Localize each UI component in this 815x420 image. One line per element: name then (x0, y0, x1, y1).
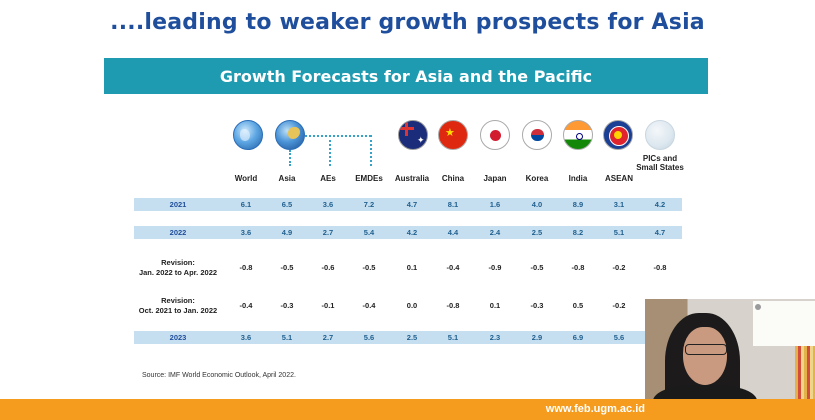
table-cell: 3.6 (322, 200, 334, 209)
table-cell: -0.8 (653, 263, 667, 272)
table-cell: -0.3 (530, 301, 544, 310)
table-cell: 2.7 (322, 228, 334, 237)
table-cell: 4.0 (531, 200, 543, 209)
table-cell: 0.1 (489, 301, 501, 310)
flag-korea-icon (522, 120, 552, 150)
connector-line (305, 135, 371, 137)
column-label-china: China (441, 174, 465, 183)
column-label-aes: AEs (320, 174, 336, 183)
table-cell: -0.9 (488, 263, 502, 272)
column-label-asia: Asia (278, 174, 296, 183)
table-row-highlight (222, 198, 682, 211)
column-label-japan: Japan (483, 174, 507, 183)
table-cell: 7.2 (363, 200, 375, 209)
table-cell: 6.1 (240, 200, 252, 209)
table-cell: 5.1 (447, 333, 459, 342)
table-cell: -0.4 (362, 301, 376, 310)
table-row-label-cell (134, 331, 222, 344)
table-cell: 0.0 (406, 301, 418, 310)
column-label-emdes: EMDEs (355, 174, 383, 183)
table-cell: 5.4 (363, 228, 375, 237)
globe-asia-icon (275, 120, 305, 150)
table-cell: 8.2 (572, 228, 584, 237)
row-label-2021: 2021 (169, 200, 187, 209)
table-cell: 4.2 (406, 228, 418, 237)
table-cell: 0.5 (572, 301, 584, 310)
table-cell: 6.9 (572, 333, 584, 342)
table-cell: -0.5 (362, 263, 376, 272)
row-label-revision-jan-apr-line2: Jan. 2022 to Apr. 2022 (138, 268, 218, 277)
connector-line (289, 150, 291, 166)
flag-japan-icon (480, 120, 510, 150)
table-cell: -0.8 (239, 263, 253, 272)
column-label-korea: Korea (525, 174, 549, 183)
row-label-revision-jan-apr-line1: Revision: (161, 258, 195, 267)
table-cell: 4.7 (654, 228, 666, 237)
table-cell: 5.1 (281, 333, 293, 342)
table-cell: -0.2 (612, 301, 626, 310)
presenter-glasses (685, 344, 727, 355)
column-label-australia: Australia (394, 174, 430, 183)
table-cell: -0.1 (321, 301, 335, 310)
flag-china-icon: ★ (438, 120, 468, 150)
row-label-revision-oct-jan-line2: Oct. 2021 to Jan. 2022 (138, 306, 218, 315)
table-row-label-cell (134, 198, 222, 211)
table-cell: 2.5 (406, 333, 418, 342)
table-cell: 2.5 (531, 228, 543, 237)
column-label-world: World (234, 174, 258, 183)
table-cell: -0.5 (530, 263, 544, 272)
table-cell: 8.1 (447, 200, 459, 209)
table-cell: 4.7 (406, 200, 418, 209)
slide-headline: ....leading to weaker growth prospects f… (110, 10, 705, 35)
table-cell: 2.3 (489, 333, 501, 342)
table-cell: -0.5 (280, 263, 294, 272)
table-cell: 2.7 (322, 333, 334, 342)
presenter-face (683, 327, 727, 385)
table-cell: 4.4 (447, 228, 459, 237)
wall-poster (753, 301, 815, 346)
table-cell: 0.1 (406, 263, 418, 272)
column-label-india: India (568, 174, 588, 183)
table-cell: 5.1 (613, 228, 625, 237)
table-cell: 3.6 (240, 333, 252, 342)
table-row-highlight (222, 331, 682, 344)
table-cell: 2.9 (531, 333, 543, 342)
column-label-asean: ASEAN (604, 174, 633, 183)
table-cell: -0.2 (612, 263, 626, 272)
table-title-banner: Growth Forecasts for Asia and the Pacifi… (104, 58, 708, 94)
column-label-pics: PICs and Small States (636, 154, 684, 172)
table-cell: 6.5 (281, 200, 293, 209)
globe-pics-icon (645, 120, 675, 150)
footer-url: www.feb.ugm.ac.id (545, 403, 645, 415)
table-cell: -0.4 (446, 263, 460, 272)
table-cell: 4.9 (281, 228, 293, 237)
table-cell: 3.6 (240, 228, 252, 237)
table-cell: 2.4 (489, 228, 501, 237)
connector-line (370, 135, 372, 166)
table-cell: 3.1 (613, 200, 625, 209)
connector-line (329, 135, 331, 166)
row-label-2022: 2022 (169, 228, 187, 237)
flag-asean-icon (603, 120, 633, 150)
table-cell: 1.6 (489, 200, 501, 209)
table-cell: 5.6 (613, 333, 625, 342)
table-cell: -0.4 (239, 301, 253, 310)
flag-india-icon (563, 120, 593, 150)
row-label-2023: 2023 (169, 333, 187, 342)
flag-australia-icon: ✦ (398, 120, 428, 150)
table-cell: 4.2 (654, 200, 666, 209)
table-cell: 5.6 (363, 333, 375, 342)
table-row-label-cell (134, 226, 222, 239)
row-label-revision-oct-jan-line1: Revision: (161, 296, 195, 305)
source-note: Source: IMF World Economic Outlook, Apri… (142, 372, 296, 379)
globe-icon (233, 120, 263, 150)
table-cell: 8.9 (572, 200, 584, 209)
footer-bar: www.feb.ugm.ac.id (0, 399, 815, 420)
table-cell: -0.6 (321, 263, 335, 272)
poster-logo-icon (755, 304, 761, 310)
table-row-highlight (222, 226, 682, 239)
table-cell: -0.3 (280, 301, 294, 310)
table-cell: -0.8 (571, 263, 585, 272)
table-cell: -0.8 (446, 301, 460, 310)
